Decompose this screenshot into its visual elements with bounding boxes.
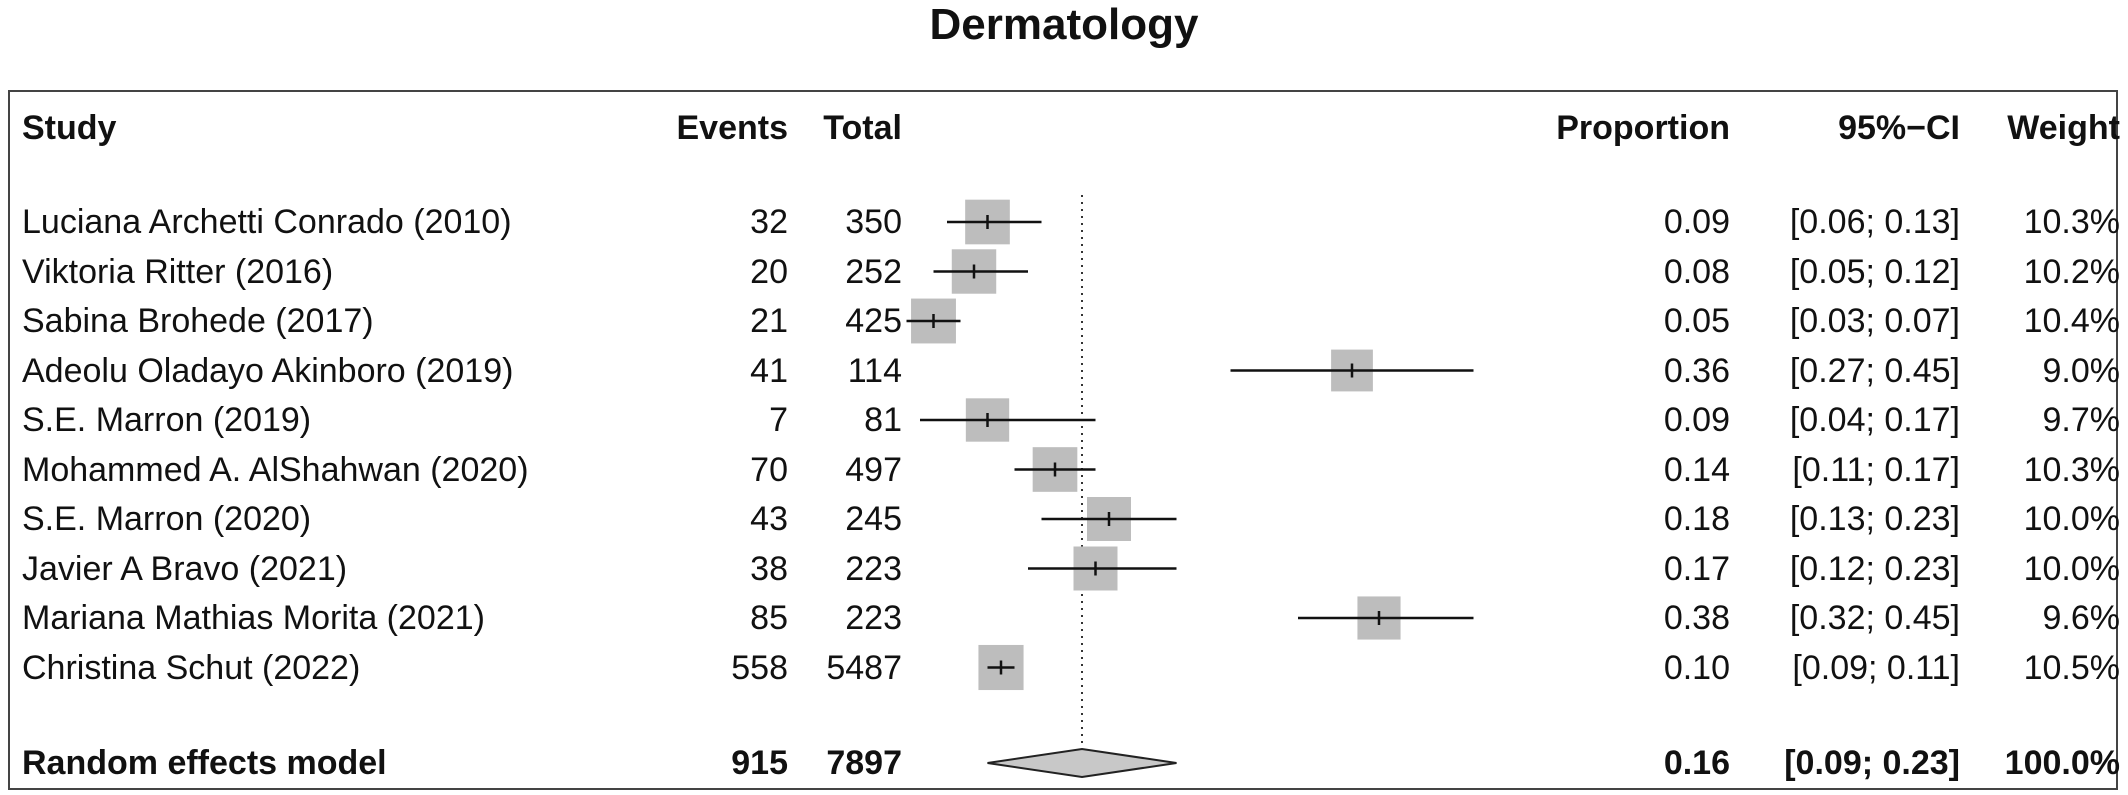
study-row-4-proportion: 0.09 (1663, 401, 1730, 439)
pooled-row-total: 7897 (826, 744, 902, 782)
study-row-2-proportion: 0.05 (1663, 302, 1730, 340)
study-row-9-weight: 10.5% (2023, 648, 2120, 687)
study-row-9-proportion: 0.10 (1663, 648, 1730, 687)
study-row-8-proportion: 0.38 (1663, 599, 1730, 637)
study-row-5-proportion: 0.14 (1663, 450, 1730, 489)
study-row-1-weight: 10.2% (2023, 252, 2120, 291)
study-row-6-events: 43 (750, 500, 788, 538)
header-ci: 95%−CI (1838, 109, 1960, 147)
study-row-7-ci: [0.12; 0.23] (1789, 549, 1960, 588)
study-row-2-weight: 10.4% (2023, 302, 2120, 340)
study-row-4-total: 81 (864, 401, 902, 439)
study-row-5-events: 70 (750, 450, 788, 489)
study-row-9-study: Christina Schut (2022) (22, 648, 361, 687)
study-row-5-total: 497 (845, 450, 902, 489)
pooled-row-events: 915 (731, 744, 788, 782)
study-row-7-total: 223 (845, 549, 902, 588)
study-row-9-ci: [0.09; 0.11] (1792, 648, 1960, 687)
header-events: Events (676, 109, 789, 147)
header-total: Total (823, 109, 902, 147)
pooled-diamond (987, 747, 1177, 779)
study-row-6-study: S.E. Marron (2020) (22, 500, 312, 538)
study-row-6-ci: [0.13; 0.23] (1789, 500, 1960, 538)
study-row-2-total: 425 (845, 302, 902, 340)
study-row-4-events: 7 (769, 401, 788, 439)
study-row-0-ci: [0.06; 0.13] (1789, 203, 1960, 241)
study-row-8-total: 223 (845, 599, 902, 637)
pooled-row-weight: 100.0% (2004, 744, 2120, 782)
study-row-4-ci: [0.04; 0.17] (1789, 401, 1960, 439)
study-row-1-ci: [0.05; 0.12] (1789, 252, 1960, 291)
study-row-6-weight: 10.0% (2023, 500, 2120, 538)
chart-title: Dermatology (929, 0, 1199, 49)
pooled-row-study: Random effects model (22, 744, 387, 782)
study-row-8-events: 85 (750, 599, 788, 637)
study-row-2-ci: [0.03; 0.07] (1789, 302, 1960, 340)
study-row-3-weight: 9.0% (2042, 351, 2121, 390)
pooled-row-proportion: 0.16 (1663, 744, 1730, 782)
study-row-7-study: Javier A Bravo (2021) (22, 549, 348, 588)
study-row-4-weight: 9.7% (2042, 401, 2121, 439)
study-row-2-study: Sabina Brohede (2017) (22, 302, 374, 340)
study-row-0-study: Luciana Archetti Conrado (2010) (22, 203, 512, 241)
study-row-7-events: 38 (750, 549, 788, 588)
study-row-5-ci: [0.11; 0.17] (1792, 450, 1960, 489)
study-row-5-study: Mohammed A. AlShahwan (2020) (22, 450, 529, 489)
header-proportion: Proportion (1556, 109, 1730, 147)
pooled-row-ci: [0.09; 0.23] (1784, 744, 1960, 782)
study-row-6-proportion: 0.18 (1663, 500, 1730, 538)
study-row-6-total: 245 (845, 500, 902, 538)
study-row-3-ci: [0.27; 0.45] (1789, 351, 1960, 390)
study-row-1-proportion: 0.08 (1663, 252, 1730, 291)
study-row-4-study: S.E. Marron (2019) (22, 401, 312, 439)
header-weight: Weight (2007, 109, 2120, 147)
study-row-0-total: 350 (845, 203, 902, 241)
forest-plot-frame (8, 90, 2118, 790)
study-row-7-proportion: 0.17 (1663, 549, 1730, 588)
study-row-0-events: 32 (750, 203, 788, 241)
study-row-8-weight: 9.6% (2042, 599, 2121, 637)
study-row-3-events: 41 (750, 351, 788, 390)
study-row-8-study: Mariana Mathias Morita (2021) (22, 599, 485, 637)
study-row-9-events: 558 (731, 648, 788, 687)
study-row-2-events: 21 (750, 302, 788, 340)
study-row-0-proportion: 0.09 (1663, 203, 1730, 241)
study-row-3-proportion: 0.36 (1663, 351, 1730, 390)
study-row-3-study: Adeolu Oladayo Akinboro (2019) (22, 351, 514, 390)
study-row-9-total: 5487 (826, 648, 902, 687)
study-row-3-total: 114 (847, 351, 902, 390)
study-row-1-total: 252 (845, 252, 902, 291)
study-row-1-events: 20 (750, 252, 788, 291)
study-row-7-weight: 10.0% (2023, 549, 2120, 588)
study-row-5-weight: 10.3% (2023, 450, 2120, 489)
study-row-0-weight: 10.3% (2023, 203, 2120, 241)
study-row-1-study: Viktoria Ritter (2016) (22, 252, 334, 291)
header-study: Study (22, 109, 117, 147)
study-row-8-ci: [0.32; 0.45] (1789, 599, 1960, 637)
